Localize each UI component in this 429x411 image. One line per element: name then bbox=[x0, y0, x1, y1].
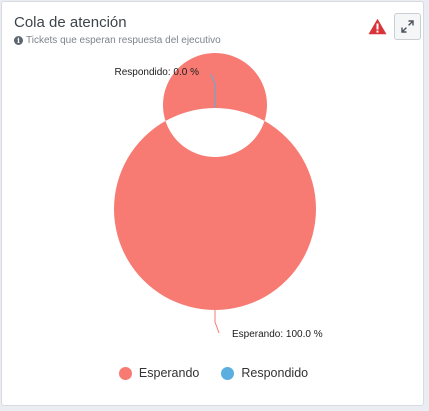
expand-button[interactable] bbox=[394, 13, 421, 40]
widget-subtitle: i Tickets que esperan respuesta del ejec… bbox=[14, 35, 221, 46]
legend-swatch-respondido bbox=[221, 366, 235, 380]
warning-triangle-icon[interactable] bbox=[368, 18, 387, 35]
donut-chart: Respondido: 0.0 % Esperando: 100.0 % bbox=[113, 53, 323, 340]
donut-slice-esperando[interactable] bbox=[113, 53, 316, 311]
data-label-connector-respondido bbox=[210, 73, 216, 108]
info-icon: i bbox=[14, 36, 23, 45]
widget-card: Cola de atención i Tickets que esperan r… bbox=[1, 1, 424, 406]
legend-item-respondido[interactable]: Respondido bbox=[221, 366, 308, 380]
chart-legend: Esperando Respondido bbox=[2, 366, 425, 380]
expand-arrows-icon bbox=[401, 20, 414, 33]
legend-swatch-esperando bbox=[118, 366, 132, 380]
data-label-respondido: Respondido: 0.0 % bbox=[114, 67, 199, 78]
widget-subtitle-text: Tickets que esperan respuesta del ejecut… bbox=[26, 35, 221, 46]
legend-label-esperando: Esperando bbox=[138, 366, 200, 380]
legend-label-respondido: Respondido bbox=[241, 366, 309, 380]
widget-title: Cola de atención bbox=[14, 14, 127, 31]
data-label-connector-esperando bbox=[214, 310, 220, 334]
data-label-esperando: Esperando: 100.0 % bbox=[232, 329, 323, 340]
legend-item-esperando[interactable]: Esperando bbox=[118, 366, 200, 380]
